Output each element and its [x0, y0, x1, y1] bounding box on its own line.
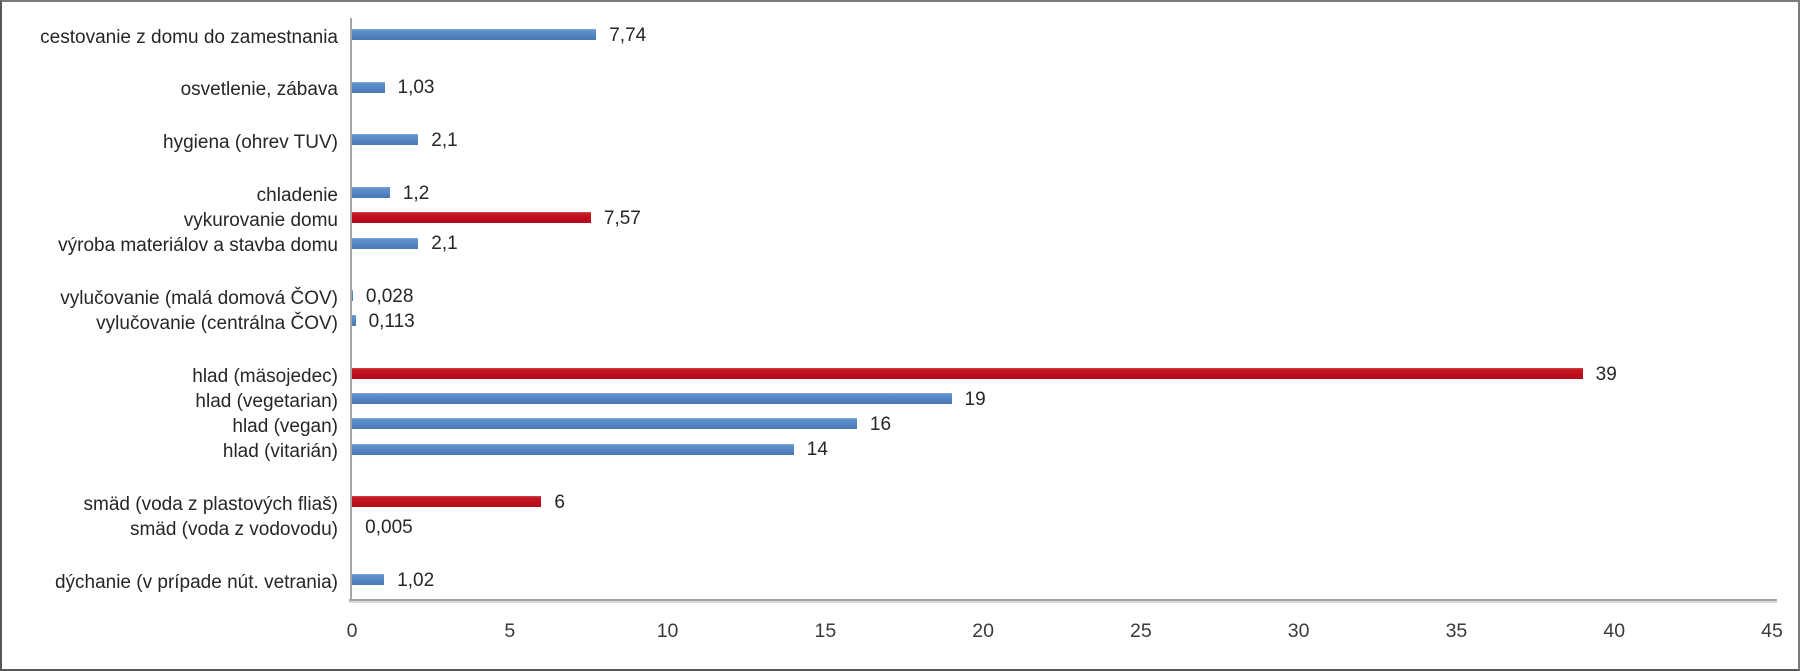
blue-bar: [352, 187, 390, 199]
chart-row: hygiena (ohrev TUV) 2,1: [2, 127, 1798, 153]
bar-track: 2,1: [352, 127, 1772, 152]
bar-track: 7,57: [352, 205, 1772, 230]
red-bar: [352, 368, 1583, 380]
chart-row: osvetlenie, zábava 1,03: [2, 75, 1798, 100]
category-label: vylučovanie (centrálna ČOV): [96, 312, 338, 334]
bar-track: 14: [352, 437, 1772, 462]
bar-group-3: hygiena (ohrev TUV) 2,1: [2, 127, 1798, 153]
bar-track: 0,113: [352, 308, 1772, 333]
y-axis-line: [350, 18, 352, 601]
x-tick-label: 30: [1287, 620, 1310, 642]
chart-row: hlad (vegan) 16: [2, 411, 1798, 437]
x-axis-tick-labels: 0 5 10 15 20 25 30 35 40 45: [2, 620, 1798, 646]
value-label: 2,1: [431, 129, 458, 151]
category-label: cestovanie z domu do zamestnania: [40, 26, 338, 48]
chart-row: vylučovanie (centrálna ČOV) 0,113: [2, 308, 1798, 334]
bar-chart-rows: cestovanie z domu do zamestnania 7,74 osve…: [2, 22, 1798, 593]
x-tick-label: 5: [504, 620, 516, 642]
value-label: 6: [554, 491, 565, 513]
bar-group-7: smäd (voda z plastových fliaš) 6 smäd (vod…: [2, 489, 1798, 541]
category-label: hlad (vegetarian): [195, 390, 338, 412]
value-label: 0,028: [365, 285, 414, 307]
value-label: 16: [869, 413, 892, 435]
value-label: 39: [1595, 363, 1617, 385]
blue-bar: [352, 393, 952, 405]
value-label: 7,57: [603, 207, 641, 229]
blue-bar: [352, 134, 419, 146]
chart-row: hlad (mäsojedec) 39: [2, 361, 1798, 387]
category-label: vylučovanie (malá domová ČOV): [60, 287, 338, 309]
x-tick-label: 35: [1445, 620, 1468, 642]
x-tick-label: 20: [972, 620, 994, 642]
blue-bar: [352, 418, 857, 430]
category-label: dýchanie (v prípade nút. vetrania): [54, 571, 338, 593]
blue-bar: [352, 237, 419, 249]
category-label: smäd (voda z vodovodu): [129, 519, 338, 541]
value-label: 1,03: [397, 77, 435, 99]
chart-row: hlad (vitarián) 14: [2, 437, 1798, 462]
bar-group-1: cestovanie z domu do zamestnania 7,74: [2, 22, 1798, 48]
x-tick-label: 10: [656, 620, 679, 642]
bar-track: 16: [352, 411, 1772, 436]
value-label: 0,005: [365, 517, 413, 539]
chart-row: dýchanie (v prípade nút. vetrania) 1,02: [2, 567, 1798, 593]
bar-track: 7,74: [352, 22, 1772, 47]
x-tick-label: 15: [814, 620, 837, 642]
chart-row: hlad (vegetarian) 19: [2, 386, 1798, 412]
chart-row: smäd (voda z vodovodu) 0,005: [2, 514, 1798, 541]
bar-track: 1,03: [352, 75, 1772, 100]
chart-row: chladenie 1,2: [2, 180, 1798, 206]
category-label: smäd (voda z plastových fliaš): [83, 493, 339, 515]
category-label: hlad (vegan): [232, 415, 338, 437]
blue-bar: [352, 290, 353, 302]
x-axis-line: [349, 599, 1777, 603]
category-label: hlad (vitarián): [222, 441, 338, 463]
bar-track: 1,2: [352, 180, 1772, 205]
x-tick-label: 40: [1603, 620, 1626, 642]
value-label: 1,02: [397, 569, 435, 591]
x-tick-label: 25: [1130, 620, 1152, 642]
blue-bar: [352, 81, 385, 93]
category-label: výroba materiálov a stavba domu: [58, 235, 338, 257]
red-bar: [352, 496, 542, 508]
category-label: osvetlenie, zábava: [180, 79, 338, 101]
bar-group-5: vylučovanie (malá domová ČOV) 0,028 vylučo…: [2, 283, 1798, 334]
bar-track: 0,005: [352, 514, 1772, 539]
value-label: 19: [964, 388, 986, 410]
category-label: chladenie: [256, 184, 338, 206]
bar-group-2: osvetlenie, zábava 1,03: [2, 75, 1798, 100]
bar-track: 0,028: [352, 283, 1772, 308]
bar-track: 2,1: [352, 230, 1772, 255]
category-label: hlad (mäsojedec): [192, 365, 338, 387]
chart-row: cestovanie z domu do zamestnania 7,74: [2, 22, 1798, 48]
bar-group-4: chladenie 1,2 vykurovanie domu 7,57 výroba m…: [2, 180, 1798, 256]
bar-group-8: dýchanie (v prípade nút. vetrania) 1,02: [2, 567, 1798, 593]
value-label: 0,113: [368, 310, 415, 332]
x-tick-label: 0: [346, 620, 358, 642]
bar-track: 19: [352, 386, 1772, 411]
category-label: vykurovanie domu: [183, 209, 338, 231]
red-bar: [352, 212, 591, 224]
chart-row: vylučovanie (malá domová ČOV) 0,028: [2, 283, 1798, 309]
chart-row: výroba materiálov a stavba domu 2,1: [2, 230, 1798, 257]
chart-row: vykurovanie domu 7,57: [2, 205, 1798, 231]
blue-bar: [352, 315, 356, 327]
category-label: hygiena (ohrev TUV): [163, 131, 338, 153]
bar-track: 6: [352, 489, 1772, 514]
blue-bar: [352, 29, 597, 41]
chart-row: smäd (voda z plastových fliaš) 6: [2, 489, 1798, 515]
value-label: 2,1: [431, 233, 458, 255]
blue-bar: [352, 443, 794, 455]
value-label: 7,74: [609, 24, 647, 46]
blue-bar: [352, 574, 385, 586]
value-label: 14: [806, 439, 828, 461]
x-tick-label: 45: [1761, 620, 1783, 642]
bar-group-6: hlad (mäsojedec) 39 hlad (vegetarian) 19 hla…: [2, 361, 1798, 463]
bar-track: 1,02: [352, 567, 1772, 592]
bar-track: 39: [352, 361, 1772, 386]
value-label: 1,2: [402, 182, 430, 204]
